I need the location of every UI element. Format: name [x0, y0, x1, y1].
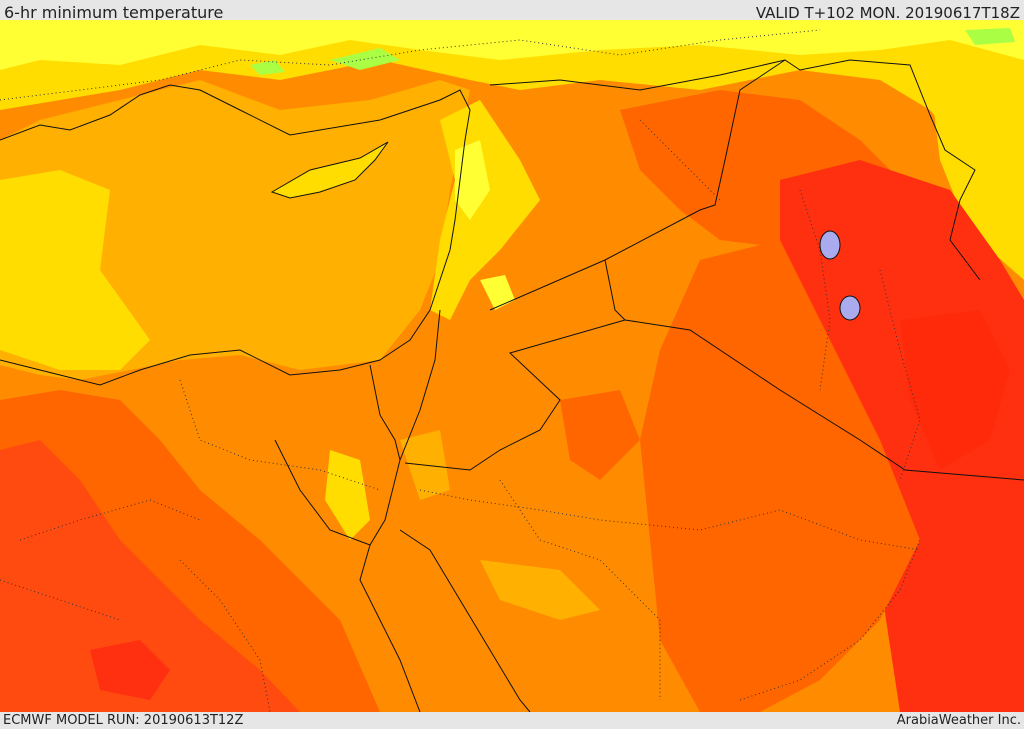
sea-yellow-west [0, 170, 150, 370]
pale-yellow-north [0, 20, 1024, 70]
saudi-dark-orange [640, 240, 920, 712]
map-canvas [0, 20, 1024, 712]
lake-razazah [839, 295, 861, 321]
iraq-saudi-border [624, 319, 1024, 481]
red-spot-sw [90, 640, 170, 700]
admin-boundaries [0, 29, 921, 712]
green-patch-1 [330, 48, 400, 70]
sinai-yellow [325, 450, 370, 540]
levant-pale-2 [480, 275, 515, 310]
credit-label: ArabiaWeather Inc. [896, 713, 1021, 728]
jordan-dark [560, 390, 640, 480]
cyprus-island [270, 141, 389, 199]
sinai-coast [274, 309, 441, 546]
yellow-band-north [0, 20, 1024, 190]
footer-bar: ECMWF MODEL RUN: 20190613T12Z ArabiaWeat… [0, 712, 1024, 729]
yellow-east [930, 60, 1024, 280]
red-sea-east-coast [399, 529, 531, 712]
red-patch-east [900, 310, 1010, 470]
green-patch-2 [250, 60, 285, 75]
model-run-label: ECMWF MODEL RUN: 20190613T12Z [3, 713, 244, 728]
red-sea-west-coast [359, 544, 421, 712]
sudan-red-orange [0, 440, 300, 712]
med-coastline [0, 84, 471, 386]
iraq-iran-border [929, 114, 981, 281]
sinai-border [369, 364, 401, 461]
levant-pale [455, 140, 490, 220]
valid-time-label: VALID T+102 MON. 20190617T18Z [755, 4, 1020, 22]
jordan-border [404, 259, 626, 471]
map-title: 6-hr minimum temperature [4, 3, 224, 22]
temperature-map[interactable] [0, 20, 1024, 712]
lake-tharthar [819, 230, 841, 260]
header-bar: 6-hr minimum temperature VALID T+102 MON… [0, 0, 1024, 22]
iraq-red [780, 160, 1024, 712]
green-patch-3 [965, 28, 1015, 45]
hejaz-gold [480, 560, 600, 620]
